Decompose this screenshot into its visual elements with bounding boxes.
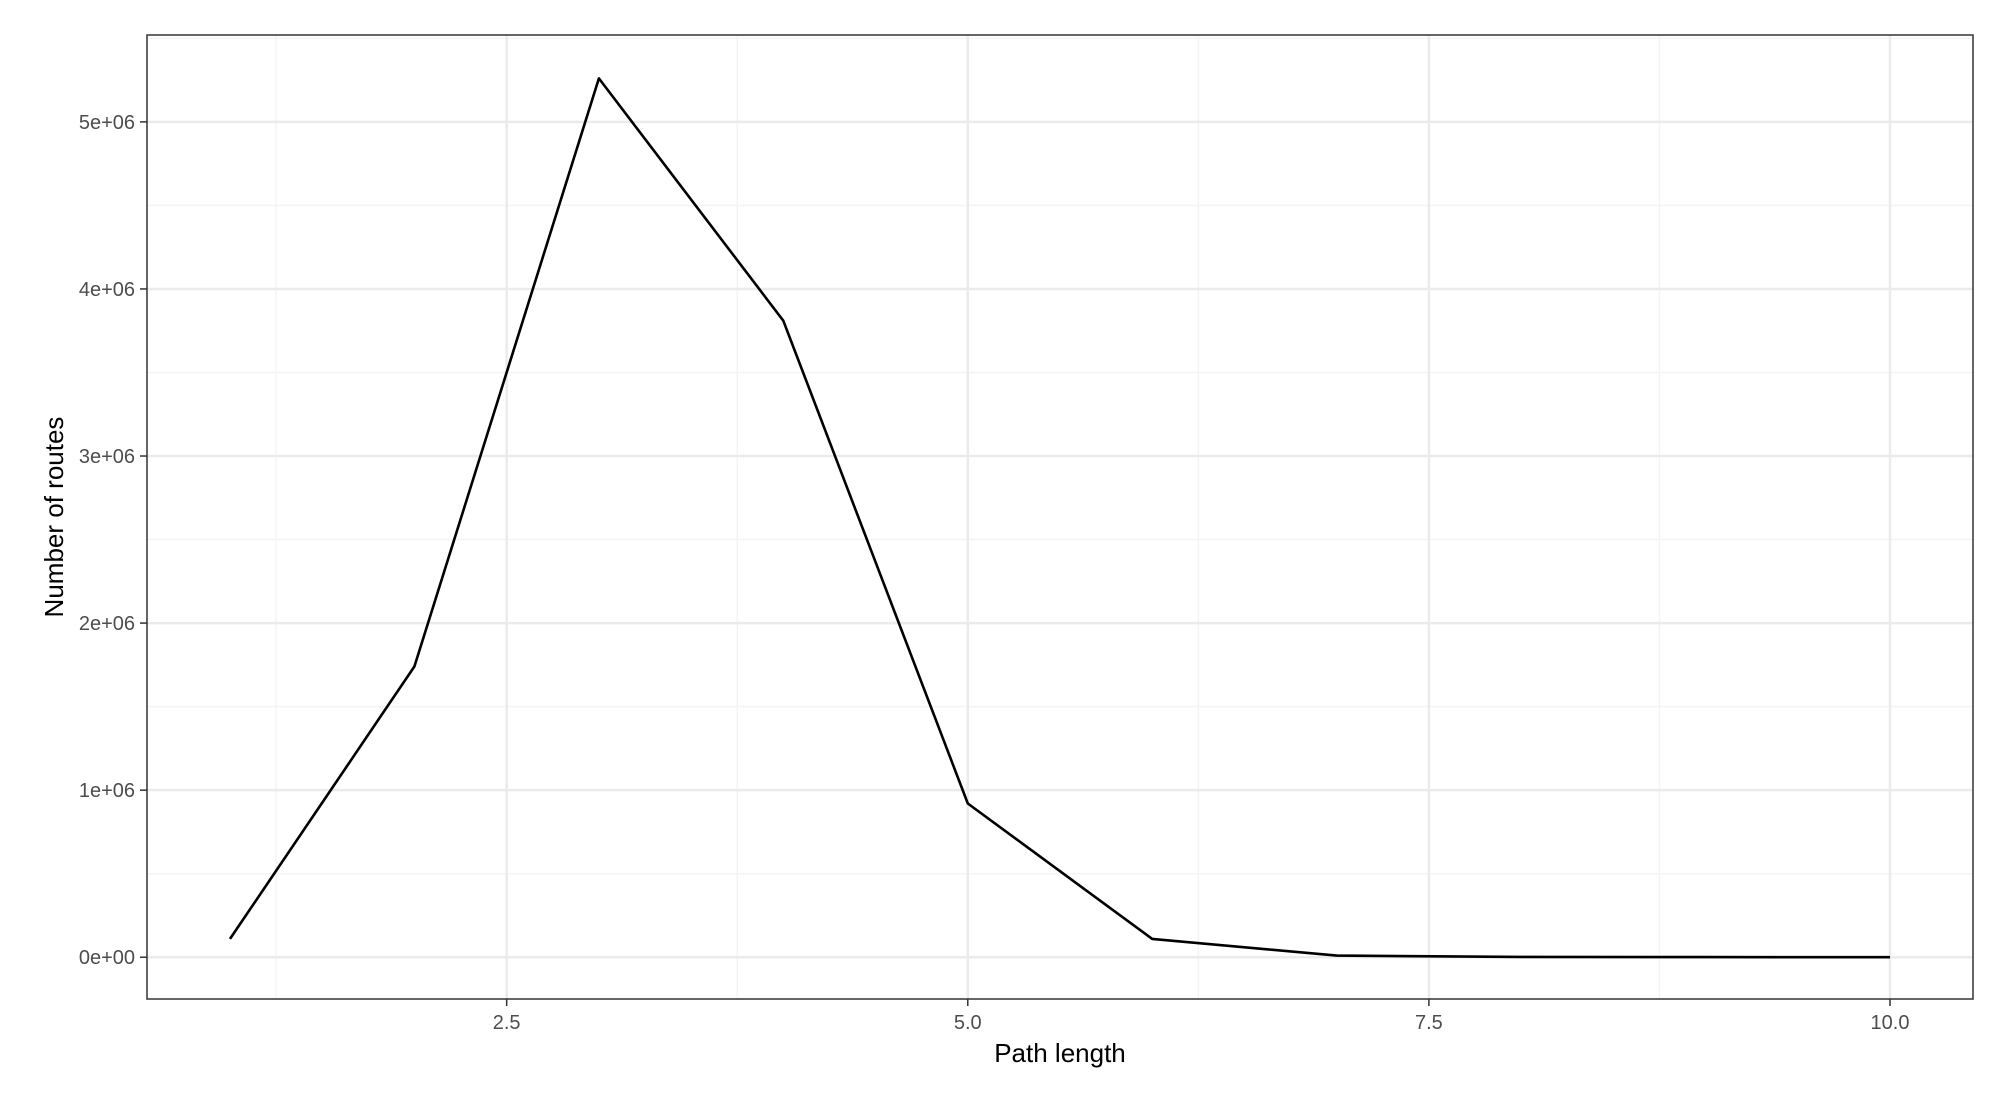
y-tick-label: 5e+06 [79, 112, 135, 134]
x-tick-label: 2.5 [493, 1012, 521, 1034]
y-axis: 0e+00 1e+06 2e+06 3e+06 4e+06 5e+06 [79, 112, 147, 969]
x-tick-label: 10.0 [1871, 1012, 1910, 1034]
y-tick-label: 2e+06 [79, 613, 135, 635]
series-line [228, 77, 1891, 959]
y-tick-label: 1e+06 [79, 780, 135, 802]
y-tick-label: 4e+06 [79, 279, 135, 301]
x-tick-label: 7.5 [1415, 1012, 1443, 1034]
minor-gridlines [147, 35, 1973, 999]
series-layer [228, 77, 1891, 959]
y-tick-label: 0e+00 [79, 947, 135, 969]
panel-border [146, 34, 1974, 1000]
y-axis-title: Number of routes [39, 417, 69, 618]
x-axis: 2.5 5.0 7.5 10.0 [493, 999, 1910, 1034]
y-tick-label: 3e+06 [79, 446, 135, 468]
x-axis-title: Path length [994, 1038, 1126, 1068]
major-gridlines [147, 35, 1973, 999]
x-tick-label: 5.0 [954, 1012, 982, 1034]
